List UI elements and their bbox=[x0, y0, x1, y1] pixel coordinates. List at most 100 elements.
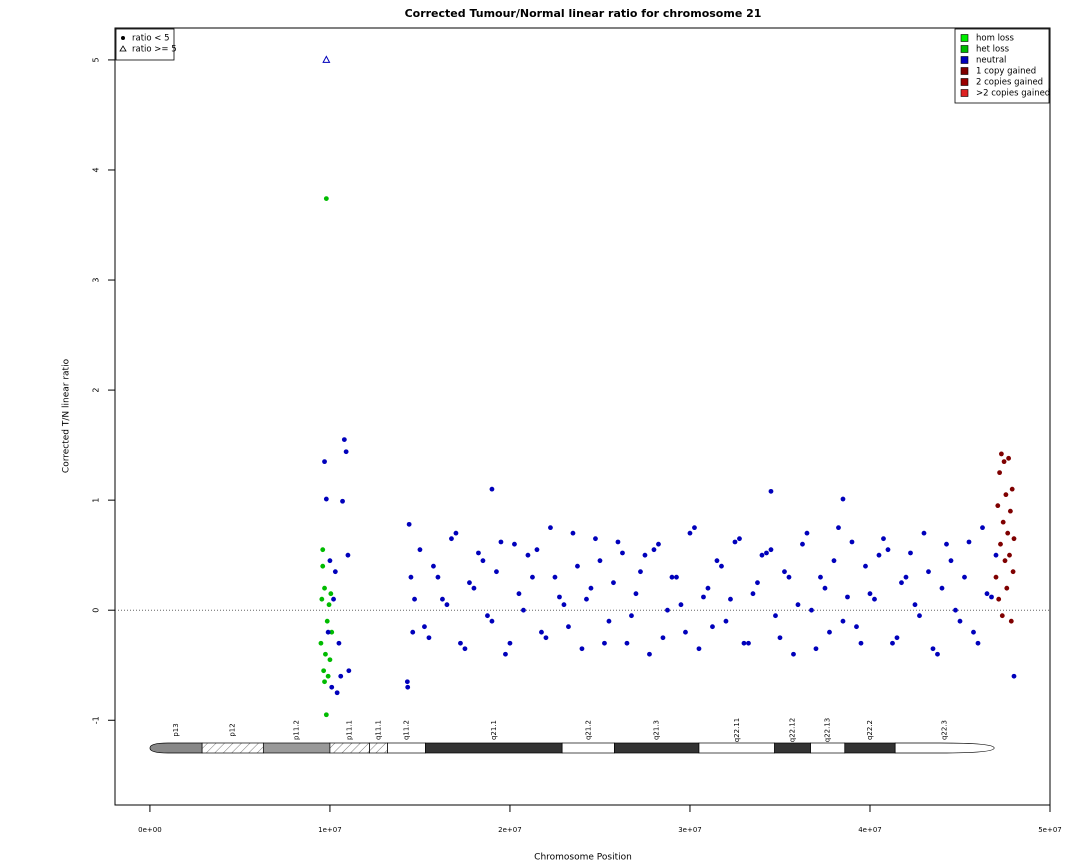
data-point bbox=[624, 640, 630, 646]
capped-point bbox=[322, 55, 331, 63]
data-point bbox=[480, 558, 486, 564]
data-point bbox=[440, 596, 445, 602]
data-point bbox=[903, 574, 909, 580]
data-point bbox=[759, 552, 765, 558]
data-point bbox=[944, 541, 949, 547]
data-point bbox=[561, 602, 567, 608]
y-axis-label: Corrected T/N linear ratio bbox=[62, 358, 72, 473]
legend-label: >2 copies gained bbox=[976, 89, 1050, 99]
data-point bbox=[768, 488, 774, 494]
data-point bbox=[782, 569, 787, 575]
data-point bbox=[324, 618, 330, 624]
data-point bbox=[471, 585, 477, 591]
chromosome-band bbox=[614, 742, 700, 754]
data-point bbox=[993, 552, 999, 558]
data-point bbox=[1006, 455, 1011, 461]
data-point bbox=[405, 684, 411, 690]
data-point bbox=[1004, 585, 1010, 591]
legend-swatch bbox=[960, 89, 969, 97]
data-point bbox=[705, 585, 711, 591]
data-point bbox=[867, 591, 873, 597]
chromosome-band bbox=[387, 742, 426, 754]
data-point bbox=[881, 536, 886, 542]
data-point bbox=[458, 640, 463, 646]
data-point bbox=[962, 574, 967, 580]
band-label: q22.3 bbox=[941, 720, 949, 740]
data-point bbox=[323, 496, 329, 502]
data-point bbox=[334, 690, 340, 696]
legend-label: het loss bbox=[976, 45, 1010, 55]
data-point bbox=[710, 624, 715, 630]
data-point bbox=[340, 498, 345, 504]
data-point bbox=[462, 646, 468, 652]
data-point bbox=[723, 618, 729, 624]
data-point bbox=[412, 596, 417, 602]
legend-label: ratio < 5 bbox=[132, 34, 170, 44]
data-point bbox=[1002, 558, 1008, 564]
data-point bbox=[498, 539, 504, 545]
data-point bbox=[822, 585, 828, 591]
data-point bbox=[966, 539, 972, 545]
data-point bbox=[687, 530, 693, 536]
data-point bbox=[323, 651, 328, 657]
data-point bbox=[329, 684, 335, 690]
data-point bbox=[1003, 492, 1009, 498]
data-point bbox=[939, 585, 945, 591]
data-point bbox=[325, 629, 331, 635]
data-point bbox=[331, 596, 336, 602]
data-point bbox=[908, 550, 913, 556]
data-point bbox=[327, 657, 333, 663]
data-point bbox=[813, 646, 819, 652]
data-point bbox=[773, 613, 778, 619]
data-point bbox=[1007, 508, 1013, 514]
data-point bbox=[741, 640, 747, 646]
data-point bbox=[341, 437, 347, 443]
data-point bbox=[827, 629, 832, 635]
data-point bbox=[322, 459, 327, 465]
data-point bbox=[840, 618, 846, 624]
data-point bbox=[444, 602, 450, 608]
data-point bbox=[786, 574, 792, 580]
data-point bbox=[917, 613, 922, 619]
data-point bbox=[696, 646, 702, 652]
data-point bbox=[876, 552, 882, 558]
data-point bbox=[320, 563, 326, 569]
data-point bbox=[325, 673, 331, 679]
data-point bbox=[692, 525, 697, 531]
data-point bbox=[840, 496, 846, 502]
data-point bbox=[732, 539, 738, 545]
data-point bbox=[332, 569, 338, 575]
data-point bbox=[669, 574, 675, 580]
data-point bbox=[320, 547, 326, 553]
data-point bbox=[534, 547, 540, 553]
chromosome-band bbox=[774, 742, 811, 754]
chromosome-band bbox=[329, 742, 370, 754]
legend-swatch bbox=[960, 56, 969, 64]
data-point bbox=[894, 635, 900, 641]
legend-symbol bbox=[119, 45, 127, 52]
x-tick-label: 0e+00 bbox=[138, 826, 162, 834]
data-point bbox=[1008, 618, 1014, 624]
data-point bbox=[548, 525, 553, 531]
data-point bbox=[406, 521, 412, 527]
data-point bbox=[552, 574, 558, 580]
data-point bbox=[338, 673, 344, 679]
legend-swatch bbox=[960, 45, 969, 53]
data-point bbox=[346, 668, 352, 674]
data-point bbox=[525, 552, 531, 558]
data-point bbox=[404, 679, 410, 685]
data-point bbox=[539, 629, 544, 635]
data-point bbox=[507, 640, 513, 646]
band-label: p12 bbox=[229, 723, 237, 736]
data-point bbox=[890, 640, 895, 646]
y-tick-label: 2 bbox=[92, 388, 101, 393]
data-point bbox=[597, 558, 603, 564]
x-tick-label: 1e+07 bbox=[318, 826, 342, 834]
chromosome-band bbox=[201, 742, 264, 754]
chart-title: Corrected Tumour/Normal linear ratio for… bbox=[405, 7, 762, 20]
y-tick-label: 3 bbox=[92, 277, 101, 282]
data-point bbox=[543, 635, 549, 641]
data-point bbox=[1011, 673, 1017, 679]
data-point bbox=[921, 530, 927, 536]
